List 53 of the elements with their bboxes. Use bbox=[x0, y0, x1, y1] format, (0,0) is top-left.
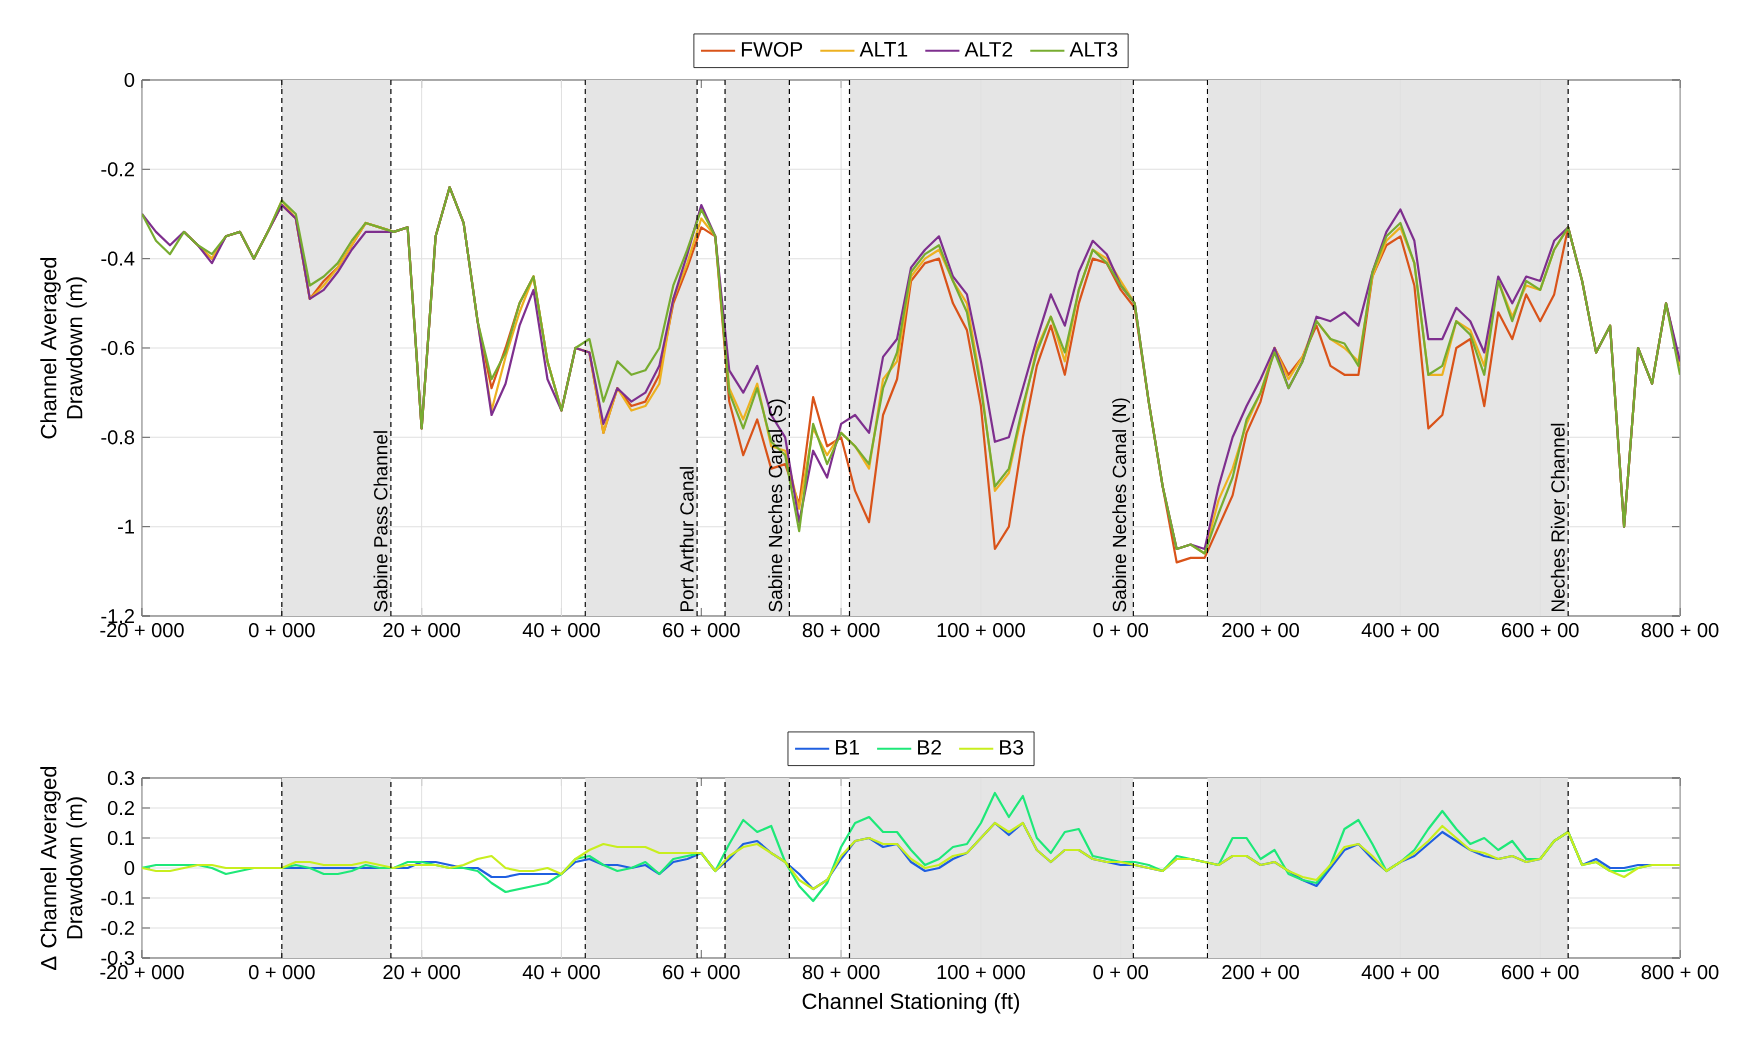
y-axis-title: Δ Channel Averaged Drawdown (m) bbox=[40, 766, 87, 970]
y-tick-label: -0.8 bbox=[101, 430, 135, 445]
x-tick-label: 40 + 000 bbox=[522, 623, 600, 638]
x-tick-label: 60 + 000 bbox=[663, 965, 740, 980]
x-tick-label: 200 + 00 bbox=[1222, 623, 1299, 638]
x-tick-label: 800 + 00 bbox=[1641, 965, 1719, 980]
legend-label: B1 bbox=[836, 740, 859, 755]
legend-label: ALT1 bbox=[859, 42, 908, 57]
y-tick-label: 0 bbox=[124, 72, 135, 88]
y-tick-label: -0.4 bbox=[101, 251, 135, 266]
y-tick-label: -0.2 bbox=[101, 162, 134, 177]
annotation: Sabine Neches Canal (N) bbox=[1112, 398, 1130, 612]
annotation: Neches River Channel bbox=[1550, 423, 1565, 612]
y-axis-title: Channel Averaged Drawdown (m) bbox=[40, 257, 87, 439]
x-tick-label: -20 + 000 bbox=[100, 965, 184, 980]
annotation: Sabine Neches Canal (S) bbox=[768, 399, 786, 612]
x-tick-label: 0 + 000 bbox=[248, 965, 315, 980]
legend-label: ALT2 bbox=[964, 41, 1013, 57]
x-tick-label: 40 + 000 bbox=[522, 965, 600, 980]
x-tick-label: 400 + 00 bbox=[1361, 965, 1439, 980]
x-tick-label: 100 + 000 bbox=[937, 965, 1025, 980]
legend-label: B3 bbox=[1000, 739, 1024, 755]
x-tick-label: 600 + 00 bbox=[1501, 623, 1579, 638]
annotation: Sabine Pass Channel bbox=[373, 431, 388, 612]
y-tick-label: -0.3 bbox=[101, 950, 135, 966]
y-tick-label: -1.2 bbox=[101, 609, 134, 623]
x-tick-label: 20 + 000 bbox=[383, 965, 461, 980]
x-tick-label: 80 + 000 bbox=[802, 623, 880, 638]
y-tick-label: 0 bbox=[124, 860, 135, 876]
x-tick-label: 200 + 00 bbox=[1222, 965, 1299, 980]
x-tick-label: 0 + 000 bbox=[248, 623, 315, 638]
x-tick-label: 80 + 000 bbox=[802, 965, 880, 980]
legend-label: FWOP bbox=[741, 41, 803, 57]
x-tick-label: 800 + 00 bbox=[1641, 623, 1719, 638]
x-tick-label: 100 + 000 bbox=[937, 623, 1025, 638]
x-tick-label: 20 + 000 bbox=[383, 623, 461, 638]
x-tick-label: 0 + 00 bbox=[1093, 965, 1149, 980]
x-axis-title: Channel Stationing (ft) bbox=[802, 992, 1020, 1014]
y-tick-label: 0.1 bbox=[107, 830, 134, 846]
x-tick-label: 60 + 000 bbox=[663, 623, 740, 638]
y-tick-label: -0.1 bbox=[101, 890, 134, 906]
x-tick-label: 600 + 00 bbox=[1501, 965, 1579, 980]
y-tick-label: -0.6 bbox=[101, 340, 135, 356]
y-tick-label: 0.3 bbox=[107, 770, 135, 786]
y-tick-label: -1 bbox=[118, 519, 134, 534]
legend-label: B2 bbox=[918, 739, 941, 755]
x-tick-label: 400 + 00 bbox=[1361, 623, 1439, 638]
annotation: Port Arthur Canal bbox=[679, 467, 694, 612]
x-tick-label: 0 + 00 bbox=[1093, 623, 1149, 638]
y-tick-label: 0.2 bbox=[107, 800, 134, 816]
x-tick-label: -20 + 000 bbox=[100, 623, 184, 638]
y-tick-label: -0.2 bbox=[101, 920, 134, 936]
legend-label: ALT3 bbox=[1069, 41, 1118, 57]
